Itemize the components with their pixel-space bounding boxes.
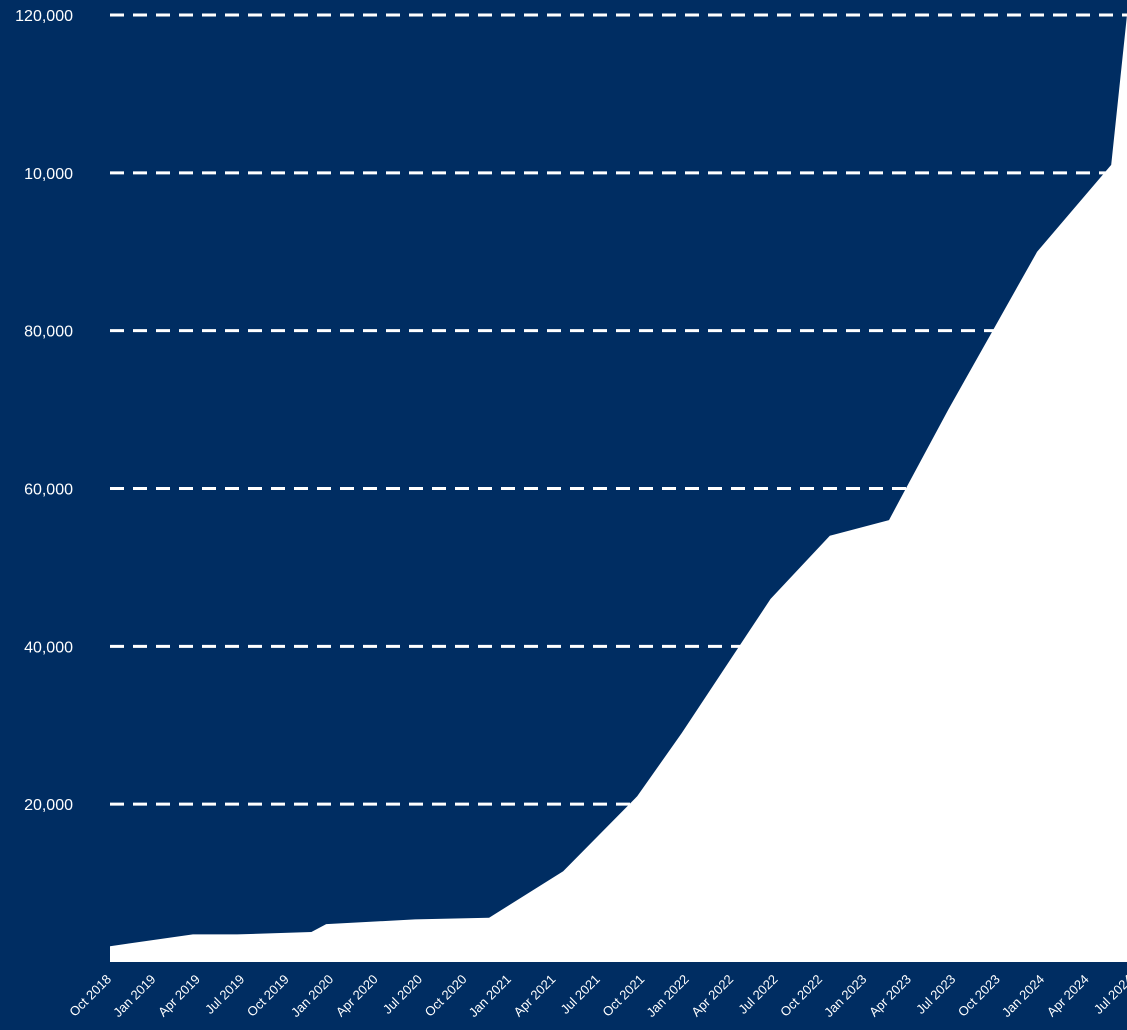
y-tick-label: 120,000 [15, 8, 73, 25]
y-tick-label: 80,000 [24, 324, 73, 341]
y-tick-label: 20,000 [24, 797, 73, 814]
gridlines [110, 13, 1127, 806]
y-tick-label: 10,000 [24, 166, 73, 183]
y-tick-label: 40,000 [24, 639, 73, 656]
y-tick-label: 60,000 [24, 482, 73, 499]
series-area [110, 15, 1127, 962]
y-axis-ticks: 20,000 40,000 60,000 80,000 10,000 120,000 [15, 8, 73, 814]
